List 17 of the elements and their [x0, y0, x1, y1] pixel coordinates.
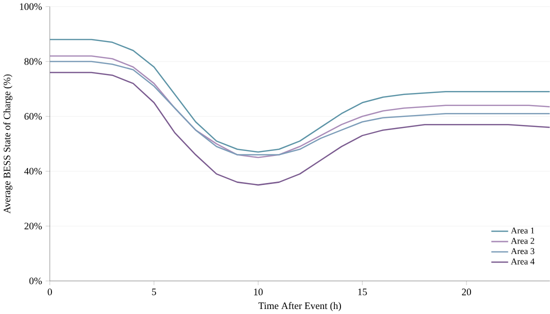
y-tick-label: 0% [29, 277, 42, 284]
y-tick-label: 80% [24, 58, 42, 65]
x-tick-label: 15 [358, 288, 367, 296]
legend-label: Area 3 [510, 248, 534, 254]
x-tick-label: 5 [152, 288, 156, 295]
legend-label: Area 2 [510, 238, 534, 244]
y-axis-title: Average BESS State of Charge (%) [3, 74, 12, 214]
x-axis-title: Time After Event (h) [258, 302, 341, 311]
x-tick-label: 20 [462, 288, 472, 296]
x-tick-label: 0 [48, 288, 52, 296]
x-tick-label: 10 [254, 288, 263, 296]
y-tick-label: 20% [24, 222, 42, 230]
y-tick-label: 40% [24, 168, 42, 174]
y-tick-label: 100% [20, 3, 42, 10]
legend-label: Area 1 [510, 227, 534, 234]
legend-label: Area 4 [510, 258, 535, 264]
y-tick-label: 60% [24, 112, 42, 120]
